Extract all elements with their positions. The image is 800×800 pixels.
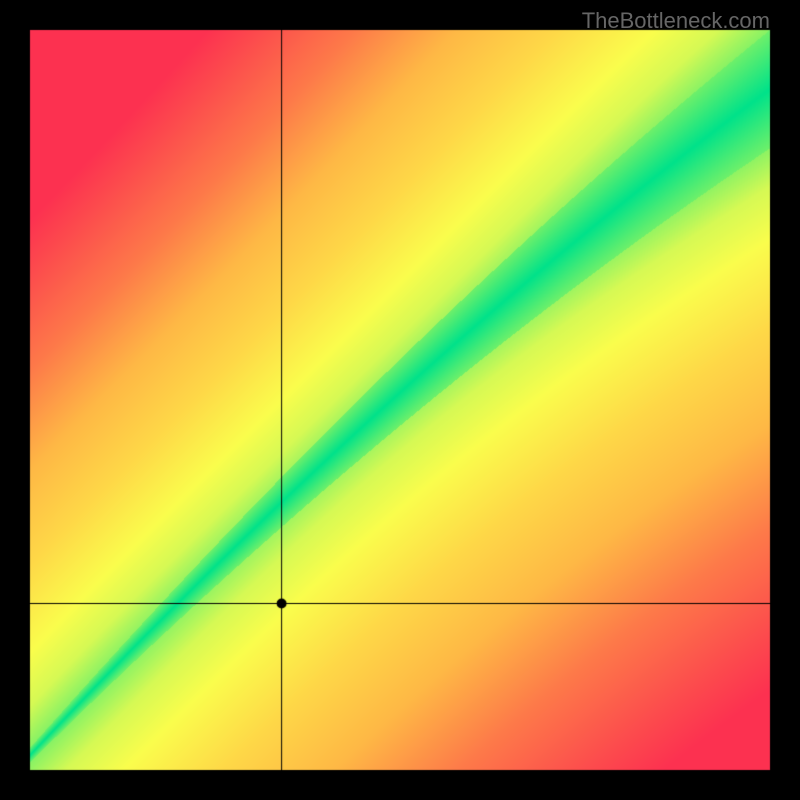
chart-container: TheBottleneck.com — [0, 0, 800, 800]
watermark-text: TheBottleneck.com — [582, 8, 770, 34]
heatmap-canvas — [0, 0, 800, 800]
